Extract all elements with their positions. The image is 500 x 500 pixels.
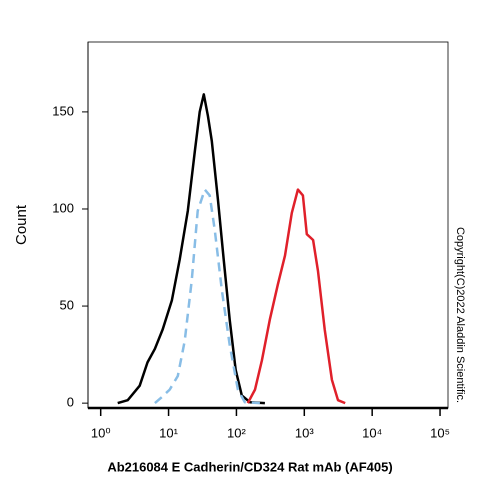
x-tick-label: 10¹ [159, 425, 178, 440]
x-tick-label: 10³ [295, 425, 314, 440]
plot-frame [87, 41, 449, 409]
copyright: Copyright(C)2022 Aladdin Scientific. [454, 227, 466, 403]
x-tick-label: 10² [227, 425, 246, 440]
x-tick-label: 10⁵ [430, 425, 450, 440]
y-tick-label: 50 [60, 298, 74, 313]
y-tick-label: 100 [52, 200, 74, 215]
y-tick-label: 150 [52, 103, 74, 118]
histogram-line [246, 188, 346, 405]
x-tick-label: 10⁰ [91, 425, 111, 440]
histogram-line [154, 188, 260, 405]
x-axis-label: Ab216084 E Cadherin/CD324 Rat mAb (AF405… [107, 459, 392, 474]
x-tick-label: 10⁴ [362, 425, 382, 440]
y-axis-label: Count [13, 204, 30, 245]
histogram-line [117, 93, 265, 405]
y-tick-label: 0 [67, 395, 74, 410]
